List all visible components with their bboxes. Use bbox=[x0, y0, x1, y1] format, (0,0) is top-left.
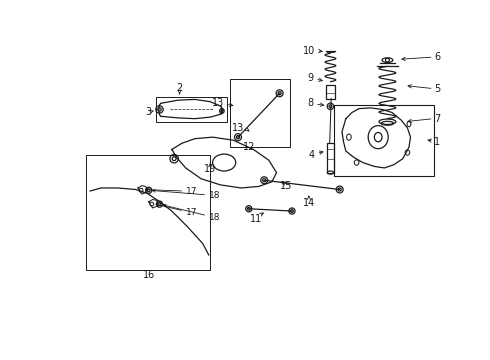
Bar bbox=[326, 85, 335, 99]
Text: 19: 19 bbox=[204, 165, 217, 175]
Text: 5: 5 bbox=[434, 84, 441, 94]
Text: 12: 12 bbox=[243, 142, 255, 152]
Text: 13: 13 bbox=[212, 98, 224, 108]
Bar bbox=[86, 155, 210, 270]
Text: 9: 9 bbox=[307, 73, 314, 83]
Text: 7: 7 bbox=[434, 114, 441, 123]
Text: 3: 3 bbox=[146, 108, 152, 117]
Text: 15: 15 bbox=[280, 181, 292, 191]
Text: 1: 1 bbox=[434, 137, 441, 147]
Text: 18: 18 bbox=[209, 213, 221, 222]
Text: 14: 14 bbox=[303, 198, 315, 208]
Bar bbox=[156, 97, 227, 122]
Text: 10: 10 bbox=[303, 46, 315, 56]
Text: 16: 16 bbox=[143, 270, 155, 280]
Text: 4: 4 bbox=[309, 150, 315, 160]
Bar bbox=[334, 105, 434, 176]
Text: 8: 8 bbox=[307, 98, 314, 108]
Text: 6: 6 bbox=[434, 52, 441, 62]
Text: 13: 13 bbox=[232, 123, 244, 133]
Text: 17: 17 bbox=[186, 186, 197, 195]
Bar bbox=[230, 80, 291, 147]
Text: 2: 2 bbox=[176, 83, 183, 93]
Text: 11: 11 bbox=[250, 214, 263, 224]
Bar bbox=[326, 143, 334, 172]
Text: 17: 17 bbox=[186, 208, 197, 217]
Text: 18: 18 bbox=[209, 191, 221, 200]
